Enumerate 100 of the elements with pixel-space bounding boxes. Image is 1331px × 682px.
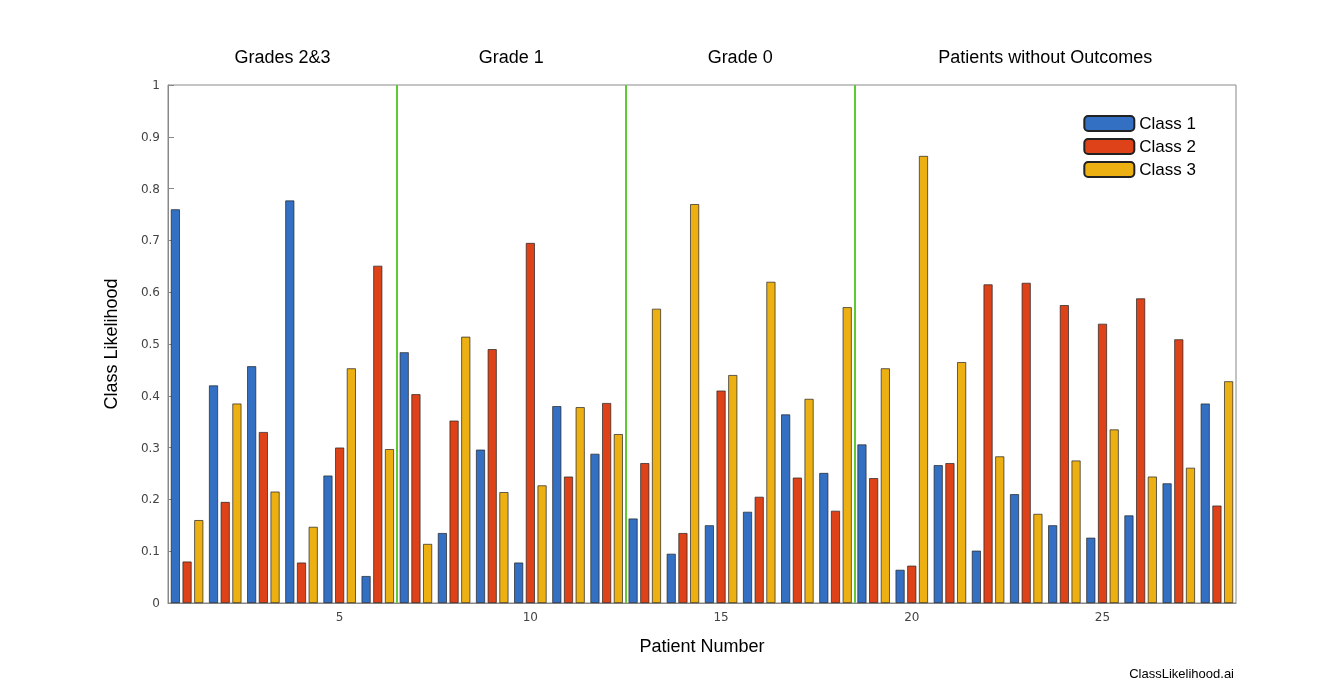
y-tick-label: 0.4 [140, 388, 160, 403]
bar [831, 510, 840, 603]
bar [1200, 403, 1210, 603]
bar [270, 491, 280, 603]
bar [1136, 298, 1146, 603]
x-tick-label: 15 [713, 610, 729, 624]
bar [552, 406, 562, 603]
y-tick-label: 0.9 [140, 129, 160, 144]
bar [537, 485, 547, 603]
x-axis-title: Patient Number [639, 636, 765, 656]
bar [842, 307, 852, 603]
x-tick-label: 10 [522, 610, 538, 624]
bar [995, 456, 1005, 603]
y-tick-label: 0.6 [140, 285, 160, 300]
bar [933, 465, 943, 603]
y-tick-label: 0.8 [140, 181, 160, 196]
bar [857, 444, 867, 603]
bar [907, 565, 917, 603]
bar [1010, 494, 1020, 603]
bar [640, 463, 650, 603]
bar [1086, 537, 1096, 603]
bar [704, 525, 714, 603]
bar [918, 155, 928, 603]
x-tick-label: 5 [335, 610, 344, 624]
y-tick-label: 0.1 [140, 544, 160, 559]
bar [1098, 323, 1107, 603]
bar [781, 414, 791, 603]
bar [1071, 460, 1081, 603]
bar [716, 390, 726, 603]
bar [945, 463, 955, 603]
bar [743, 511, 753, 603]
bar [792, 477, 802, 603]
x-tick-label: 25 [1094, 610, 1111, 624]
bar [373, 265, 383, 603]
bar [423, 543, 433, 603]
bar [666, 553, 676, 603]
bar [514, 562, 524, 603]
bar [1147, 476, 1157, 603]
y-tick-label: 0.2 [140, 492, 160, 507]
bar [1174, 339, 1184, 603]
bar [575, 407, 585, 603]
y-tick-label: 0.3 [140, 440, 160, 455]
bar [957, 362, 967, 603]
bar [1185, 467, 1195, 603]
bar [335, 447, 345, 603]
bar [1109, 429, 1119, 603]
x-tick-label: 20 [904, 610, 920, 624]
y-tick-label: 0.7 [140, 233, 160, 248]
bar [449, 420, 459, 603]
bar [384, 449, 394, 603]
bar [285, 200, 295, 603]
text: ClassLikelihood.ai [1129, 666, 1235, 681]
bar [628, 518, 638, 603]
bar [678, 533, 688, 603]
bar [525, 242, 535, 603]
bar [346, 368, 356, 603]
bar [1212, 505, 1222, 603]
bar [323, 475, 333, 603]
bar [411, 394, 421, 603]
bar [308, 526, 318, 603]
bar [361, 576, 371, 603]
legend-label: Class 3 [1139, 160, 1196, 179]
bar [476, 449, 486, 603]
bar [247, 366, 257, 603]
legend-label: Class 1 [1139, 114, 1196, 133]
bar [461, 336, 471, 603]
bar [690, 204, 700, 603]
bar [1059, 305, 1069, 603]
bar [971, 550, 981, 603]
bar [613, 434, 623, 603]
bar [182, 561, 192, 603]
bar [1021, 282, 1031, 603]
bar [258, 432, 268, 603]
bar [1124, 515, 1134, 603]
bar [651, 308, 661, 603]
bar [437, 533, 447, 603]
bar [1162, 483, 1172, 603]
legend-label: Class 2 [1139, 137, 1196, 156]
bar [499, 492, 509, 603]
bar [399, 352, 409, 603]
bar [232, 403, 242, 603]
bar [819, 472, 829, 603]
bar [804, 398, 814, 603]
bar [209, 385, 219, 603]
y-axis-title: Class Likelihood [101, 278, 121, 410]
bar [590, 453, 600, 603]
y-tick-label: 1 [152, 78, 160, 92]
bar [194, 520, 204, 603]
bar [170, 209, 180, 603]
text: Grades 2&3 [234, 47, 331, 67]
bar [766, 281, 776, 603]
text: Patients without Outcomes [938, 47, 1153, 67]
bar [895, 569, 905, 603]
bar [220, 501, 230, 603]
bar [297, 562, 306, 603]
bar [728, 375, 738, 603]
text: Grade 1 [478, 47, 544, 67]
text: Grade 0 [707, 47, 773, 67]
bar [1033, 513, 1043, 603]
bar [754, 496, 764, 603]
